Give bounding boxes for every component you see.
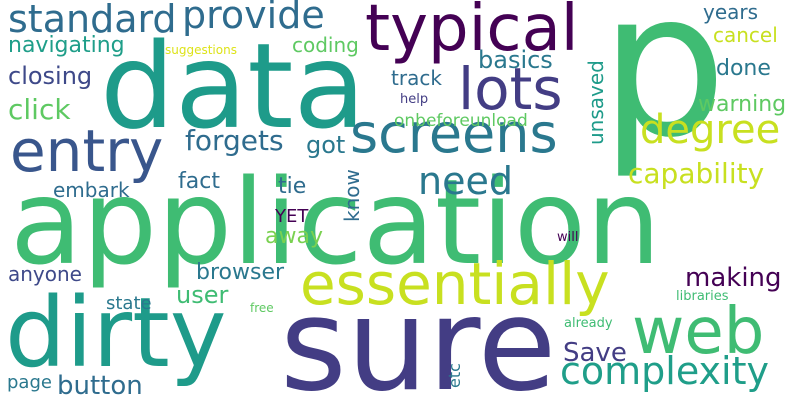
word-lots: lots	[458, 55, 563, 123]
word-basics: basics	[478, 46, 553, 74]
word-page: page	[7, 372, 52, 393]
word-know: know	[340, 169, 364, 222]
word-done: done	[716, 56, 771, 81]
word-dirty: dirty	[5, 277, 227, 389]
word-years: years	[703, 0, 759, 24]
word-essentially: essentially	[300, 250, 610, 318]
word-fact: fact	[178, 169, 220, 194]
word-free: free	[250, 301, 274, 315]
word-closing: closing	[8, 62, 93, 90]
word-suggestions: suggestions	[165, 43, 237, 57]
word-p: p	[600, 0, 727, 182]
word-capability: capability	[628, 157, 765, 190]
word-will: will	[557, 230, 579, 245]
word-coding: coding	[292, 33, 359, 57]
word-already: already	[564, 316, 613, 331]
word-away: away	[265, 224, 323, 249]
word-button: button	[57, 371, 143, 400]
word-track: track	[391, 66, 442, 90]
word-etc: etc	[445, 363, 464, 388]
word-YET: YET	[275, 206, 309, 227]
word-typical: typical	[365, 0, 579, 66]
word-application: application	[10, 153, 661, 291]
word-screens: screens	[350, 102, 558, 165]
word-provide: provide	[182, 0, 325, 37]
word-web: web	[632, 295, 765, 369]
word-click: click	[8, 93, 71, 126]
word-libraries: libraries	[676, 289, 729, 304]
word-entry: entry	[10, 117, 164, 185]
word-warning: warning	[698, 92, 787, 117]
word-forgets: forgets	[185, 124, 284, 157]
word-anyone: anyone	[8, 262, 82, 286]
word-user: user	[176, 281, 229, 309]
word-standard: standard	[8, 0, 177, 41]
word-degree: degree	[640, 107, 781, 153]
word-Save: Save	[563, 338, 627, 368]
word-tie: tie	[278, 174, 307, 199]
word-unsaved: unsaved	[584, 60, 608, 145]
word-navigating: navigating	[8, 33, 125, 58]
word-embark: embark	[53, 178, 130, 202]
word-got: got	[306, 131, 346, 159]
word-cancel: cancel	[713, 23, 778, 47]
word-onbeforeunload: onbeforeunload	[394, 111, 528, 131]
word-data: data	[100, 17, 366, 155]
word-state: state	[106, 293, 152, 314]
word-help: help	[400, 92, 429, 107]
word-need: need	[418, 159, 513, 203]
word-making: making	[685, 263, 782, 293]
word-sure: sure	[280, 271, 557, 400]
word-browser: browser	[196, 260, 285, 285]
word-complexity: complexity	[560, 349, 769, 393]
